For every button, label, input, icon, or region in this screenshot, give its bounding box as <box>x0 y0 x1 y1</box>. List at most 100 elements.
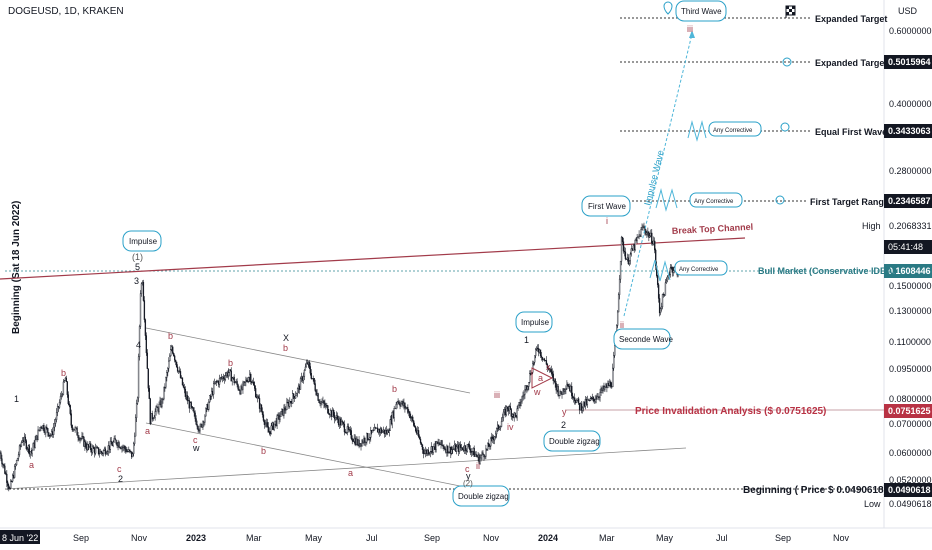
candle-body <box>270 425 272 434</box>
candle-body <box>657 284 660 299</box>
candle-body <box>34 439 36 448</box>
candle-body <box>167 368 169 373</box>
candle-body <box>160 400 162 407</box>
candle-body <box>598 396 600 398</box>
candle-body <box>322 400 324 403</box>
candle-body <box>154 411 156 418</box>
candle-body <box>334 415 336 420</box>
candle-body <box>664 282 667 296</box>
candle-body <box>207 404 209 410</box>
candle-body <box>251 381 253 383</box>
candle-body <box>581 407 584 411</box>
candle-body <box>60 394 63 397</box>
candle-body <box>47 428 49 433</box>
price-tick: 0.0700000 <box>889 419 932 429</box>
candle-body <box>535 349 537 356</box>
channel-lines[interactable] <box>0 237 746 490</box>
candle-body <box>435 441 437 450</box>
candle-body <box>285 409 287 411</box>
candle-body <box>461 447 464 450</box>
wave-label: 4 <box>136 340 141 350</box>
wave-label: (1) <box>132 252 143 262</box>
candle-body <box>259 404 262 409</box>
candle-body <box>414 425 416 428</box>
candle-body <box>186 395 188 402</box>
candle-body <box>444 448 446 450</box>
candle-body <box>520 401 522 406</box>
candle-body <box>230 370 232 382</box>
candlestick-series[interactable] <box>0 222 679 492</box>
candle-body <box>109 440 111 450</box>
target-circle-icon <box>782 57 792 67</box>
candle-body <box>430 446 432 452</box>
candle-body <box>477 454 479 458</box>
candle-body <box>193 410 195 414</box>
candle-body <box>633 245 635 251</box>
vertical-beginning-label: Beginning (Sat 18 Jun 2022) <box>11 201 22 334</box>
candle-body <box>67 394 69 405</box>
candle-body <box>345 432 348 434</box>
candle-body <box>294 396 296 399</box>
candle-body <box>127 450 129 452</box>
candle-body <box>43 425 45 432</box>
candle-body <box>77 435 79 438</box>
time-tick: May <box>305 533 323 543</box>
candle-body <box>138 326 141 358</box>
candle-body <box>501 417 504 422</box>
candle-body <box>388 430 390 433</box>
candle-body <box>421 444 424 450</box>
candle-body <box>614 344 616 356</box>
candle-body <box>511 414 513 417</box>
candle-body <box>243 381 245 384</box>
candle-body <box>456 444 459 447</box>
candle-body <box>240 386 242 395</box>
candle-body <box>40 426 42 428</box>
candle-body <box>476 455 478 458</box>
candle-body <box>172 346 174 354</box>
candle-body <box>550 369 552 373</box>
callouts[interactable]: Impulse Impulse First Wave Third Wave Se… <box>122 0 762 507</box>
candle-body <box>30 451 32 454</box>
candle-body <box>671 266 673 273</box>
candle-body <box>533 362 535 364</box>
candle-body <box>102 450 105 454</box>
first-target-label: First Target Range <box>810 197 889 207</box>
candle-body <box>583 401 586 407</box>
candle-body <box>510 409 512 417</box>
candle-body <box>372 430 374 433</box>
candle-body <box>639 234 641 237</box>
candle-body <box>309 366 311 374</box>
candle-body <box>348 429 350 431</box>
wave-label: 1 <box>524 335 529 345</box>
candle-body <box>431 446 433 453</box>
candle-body <box>51 431 53 436</box>
candle-body <box>669 267 671 275</box>
candle-body <box>411 416 413 418</box>
candle-body <box>254 384 256 389</box>
candle-body <box>536 347 539 349</box>
candle-body <box>455 446 458 452</box>
candle-body <box>645 231 647 235</box>
time-tick: 2023 <box>186 533 206 543</box>
candle-body <box>634 239 636 251</box>
currency-label[interactable]: USD <box>898 6 918 16</box>
candle-body <box>623 250 626 253</box>
candle-body <box>596 396 598 400</box>
candle-body <box>640 228 642 237</box>
candle-body <box>36 435 38 440</box>
candle-body <box>239 390 241 395</box>
candle-body <box>412 416 414 421</box>
level-marker-icons[interactable] <box>663 1 796 205</box>
candle-body <box>446 445 448 453</box>
candle-body <box>609 381 611 386</box>
candle-body <box>426 449 429 454</box>
candle-body <box>486 448 488 450</box>
candle-body <box>164 386 166 388</box>
candle-body <box>561 393 563 395</box>
candle-body <box>343 423 346 433</box>
candle-body <box>327 405 329 414</box>
candle-body <box>548 368 550 371</box>
time-axis[interactable]: 8 Jun '22 Sep Nov 2023 Mar May Jul Sep N… <box>0 530 850 544</box>
candle-body <box>199 425 201 432</box>
